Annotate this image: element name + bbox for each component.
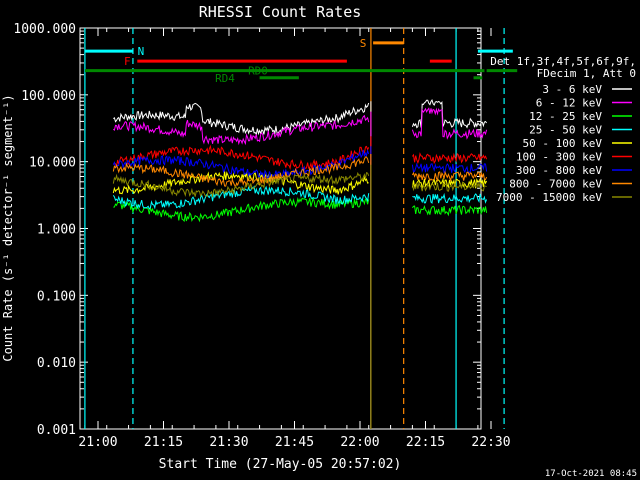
legend-entry-label: 7000 - 15000 keV — [496, 191, 602, 204]
vertical-markers — [84, 28, 505, 429]
chart-title: RHESSI Count Rates — [199, 3, 362, 21]
legend-title: Det 1f,3f,4f,5f,6f,9f, — [490, 55, 636, 68]
series-line — [411, 181, 487, 192]
series-line — [411, 152, 488, 165]
series-line — [411, 162, 488, 174]
series-line — [411, 204, 488, 217]
legend-entry-label: 100 - 300 keV — [516, 151, 602, 164]
annotation-label: RD4 — [215, 72, 235, 85]
y-axis-label: Count Rate (s⁻¹ detector⁻¹ segment⁻¹) — [1, 94, 15, 361]
legend-entry-label: 25 - 50 keV — [529, 124, 602, 137]
series-line — [113, 197, 370, 223]
series-line — [112, 185, 370, 210]
legend-entry-label: 800 - 7000 keV — [509, 178, 602, 191]
legend-entry-label: 3 - 6 keV — [542, 83, 602, 96]
series-line — [113, 102, 370, 136]
legend-entry-label: 6 - 12 keV — [536, 97, 603, 110]
series-line — [411, 170, 488, 183]
timestamp: 17-Oct-2021 08:45 — [545, 469, 637, 479]
annotation-label: N — [138, 45, 145, 58]
x-tick-label: 22:00 — [340, 435, 379, 450]
y-axis: 1000.000 100.000 10.000 1.000 0.100 0.010 0.00… — [13, 22, 481, 438]
x-tick-label: 22:30 — [471, 435, 510, 450]
series-line — [411, 107, 488, 140]
legend-title: FDecim 1, Att 0 — [537, 67, 636, 80]
x-tick-label: 21:45 — [275, 435, 314, 450]
plot-frame — [79, 27, 482, 430]
x-tick-label: 21:00 — [78, 435, 117, 450]
series-lines — [112, 98, 488, 429]
y-tick-label: 100.000 — [21, 89, 76, 104]
x-axis: 21:00 21:15 21:30 21:45 22:00 22:15 22:30 — [78, 28, 511, 450]
y-tick-label: 0.010 — [37, 356, 76, 371]
y-tick-label: 0.001 — [37, 423, 76, 438]
x-tick-label: 21:30 — [209, 435, 248, 450]
y-tick-label: 1000.000 — [13, 22, 76, 37]
y-tick-label: 1.000 — [37, 223, 76, 238]
attenuator-annotations: NF S RD0 RD4 — [84, 37, 518, 85]
y-tick-label: 0.100 — [37, 289, 76, 304]
x-tick-label: 21:15 — [144, 435, 183, 450]
y-tick-label: 10.000 — [29, 156, 76, 171]
series-line — [112, 156, 370, 189]
legend-entry-label: 50 - 100 keV — [523, 137, 603, 150]
series-line — [113, 144, 370, 171]
series-line — [112, 171, 370, 198]
annotation-label: S — [360, 37, 367, 50]
series-line — [112, 149, 370, 181]
legend-entry-label: 300 - 800 keV — [516, 164, 602, 177]
legend-entry-label: 12 - 25 keV — [529, 110, 602, 123]
x-tick-label: 22:15 — [406, 435, 445, 450]
legend: Det 1f,3f,4f,5f,6f,9f,FDecim 1, Att 0 3 -… — [490, 55, 636, 204]
series-line — [411, 177, 488, 190]
x-axis-label: Start Time (27-May-05 20:57:02) — [159, 457, 402, 472]
annotation-label: F — [124, 55, 131, 68]
series-line — [112, 171, 369, 195]
series-line — [112, 114, 370, 146]
series-line — [411, 98, 488, 129]
annotation-label: RD0 — [248, 65, 268, 78]
series-line — [412, 192, 488, 204]
